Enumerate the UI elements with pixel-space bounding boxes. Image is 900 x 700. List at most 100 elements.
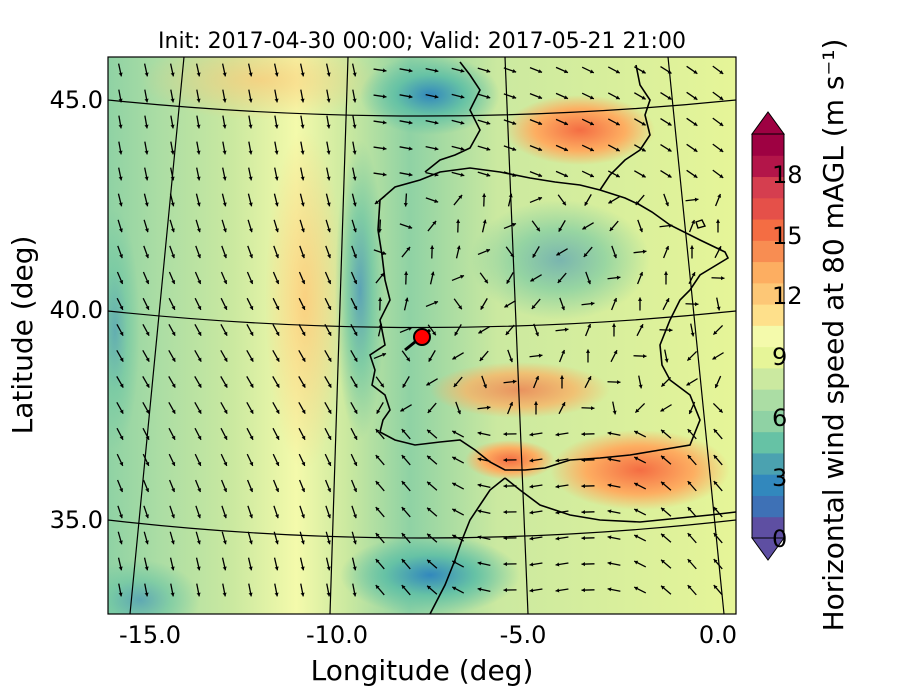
wind-arrow-head xyxy=(538,173,543,178)
wind-arrow-head xyxy=(512,69,517,73)
wind-arrow-head xyxy=(119,461,124,466)
wind-arrow-head xyxy=(222,98,227,103)
colorbar-segment xyxy=(752,431,784,454)
wind-arrow-head xyxy=(719,174,724,178)
low-wind-morocco xyxy=(340,535,520,614)
colorbar-frame xyxy=(751,133,785,539)
wind-arrow-head xyxy=(353,254,357,259)
wind-arrow-head xyxy=(719,122,724,126)
wind-arrow-head xyxy=(408,172,413,177)
wind-arrow-head xyxy=(427,455,432,460)
wind-arrow-head xyxy=(713,330,718,335)
wind-arrow-head xyxy=(585,349,591,353)
wind-arrow-head xyxy=(635,201,640,205)
wind-arrow-head xyxy=(563,147,568,152)
wind-arrow-head xyxy=(609,227,614,231)
colorbar-segment xyxy=(752,134,784,156)
wind-arrow-head xyxy=(327,488,332,493)
x-axis: -15.0 -10.0 -5.0 0.0 Longitude (deg) xyxy=(119,621,737,687)
wind-arrow-head xyxy=(480,305,485,310)
wind-arrow-head xyxy=(667,173,672,178)
wind-arrow-head xyxy=(408,146,413,151)
wind-arrow-head xyxy=(607,431,612,436)
wind-arrow-head xyxy=(274,124,279,129)
wind-arrow-head xyxy=(561,402,566,407)
wind-arrow-head xyxy=(275,383,280,388)
wind-arrow-head xyxy=(119,514,123,519)
wind-arrow-head xyxy=(561,306,565,311)
wind-arrow-head xyxy=(452,560,457,565)
wind-arrow-head xyxy=(607,535,612,540)
wind-arrow-head xyxy=(327,409,332,414)
wind-arrow-head xyxy=(641,173,646,178)
wind-arrow-head xyxy=(477,587,482,592)
map-plot-area xyxy=(108,57,736,614)
wind-arrow-head xyxy=(538,196,543,201)
wind-arrow-head xyxy=(454,331,459,336)
wind-arrow-head xyxy=(719,96,724,100)
wind-arrow-head xyxy=(275,435,280,440)
wind-arrow-head xyxy=(301,331,306,336)
wind-arrow-head xyxy=(171,488,176,493)
wind-arrow-head xyxy=(690,332,695,337)
wind-arrow-head xyxy=(457,410,461,415)
wind-arrow-head xyxy=(530,277,535,282)
wind-arrow-head xyxy=(145,488,150,493)
wind-arrow-head xyxy=(661,455,666,460)
wind-arrow-head xyxy=(300,72,305,77)
wind-arrow-head xyxy=(352,228,357,233)
wind-arrow-head xyxy=(170,72,175,77)
y-axis: 45.0 40.0 35.0 Latitude (deg) xyxy=(6,86,103,534)
wind-arrow-head xyxy=(668,223,673,228)
wind-arrow-head xyxy=(535,332,539,337)
wind-arrow-head xyxy=(352,98,357,103)
wind-arrow-head xyxy=(665,202,669,207)
y-tick-label: 40.0 xyxy=(50,296,103,324)
wind-arrow-head xyxy=(687,481,692,486)
wind-arrow-head xyxy=(171,280,176,284)
wind-arrow-head xyxy=(639,324,644,329)
wind-arrow-head xyxy=(486,68,491,73)
wind-arrow-head xyxy=(561,349,566,354)
wind-arrow-head xyxy=(223,331,228,336)
wind-arrow-head xyxy=(352,150,357,155)
wind-arrow-head xyxy=(661,585,666,590)
colorbar: 0 3 6 9 12 15 18 Horizontal wind speed a… xyxy=(751,39,850,631)
wind-arrow-head xyxy=(531,305,536,309)
wind-arrow-head xyxy=(458,305,462,310)
wind-arrow-head xyxy=(223,280,228,284)
wind-arrow-head xyxy=(353,488,358,493)
wind-arrow-head xyxy=(300,592,305,597)
wind-arrow-head xyxy=(563,69,568,74)
wind-arrow-head xyxy=(584,201,589,206)
wind-arrow-head xyxy=(555,536,560,541)
wind-arrow-head xyxy=(145,435,150,440)
wind-arrow-head xyxy=(529,458,534,463)
low-wind-iberia-interior xyxy=(470,200,650,320)
y-tick-label: 45.0 xyxy=(50,86,103,114)
x-tick-label: -5.0 xyxy=(500,621,547,649)
wind-arrow-head xyxy=(661,559,666,564)
wind-arrow-head xyxy=(536,227,540,232)
wind-arrow-head xyxy=(408,326,413,331)
wind-arrow-head xyxy=(401,481,406,486)
wind-arrow-head xyxy=(196,176,201,181)
wind-arrow-head xyxy=(249,461,254,466)
wind-arrow-head xyxy=(144,150,149,155)
wind-arrow-head xyxy=(555,588,560,593)
y-tick-label: 35.0 xyxy=(50,506,103,534)
wind-arrow-head xyxy=(274,540,279,545)
wind-arrow-head xyxy=(171,331,176,336)
wind-arrow-head xyxy=(587,280,591,285)
wind-arrow-head xyxy=(452,534,457,539)
wind-arrow-head xyxy=(583,253,588,257)
wind-arrow-head xyxy=(512,222,517,227)
colorbar-tick-label: 9 xyxy=(772,343,787,371)
wind-arrow-head xyxy=(589,147,594,152)
wind-arrow-head xyxy=(170,150,175,155)
colorbar-segment xyxy=(752,176,784,199)
wind-arrow-head xyxy=(538,121,543,126)
wind-arrow-head xyxy=(482,193,487,197)
colorbar-tick-label: 6 xyxy=(772,404,787,432)
